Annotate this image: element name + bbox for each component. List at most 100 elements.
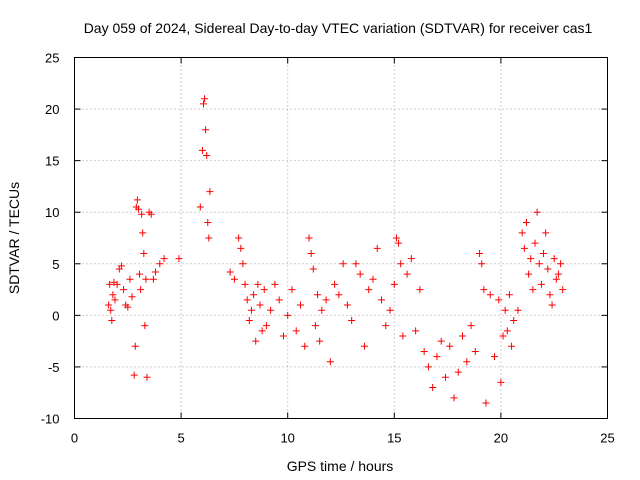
x-tick-label: 15 — [387, 431, 401, 446]
data-point — [540, 249, 548, 257]
data-point — [331, 280, 339, 288]
data-point — [230, 275, 238, 283]
data-point — [360, 342, 368, 350]
data-point — [486, 291, 494, 299]
data-point — [235, 234, 243, 242]
data-point — [226, 268, 234, 276]
data-point — [316, 337, 324, 345]
data-point — [491, 353, 499, 361]
data-point — [544, 265, 552, 273]
data-point — [256, 301, 264, 309]
data-point — [552, 275, 560, 283]
data-point — [463, 358, 471, 366]
data-point — [559, 286, 567, 294]
data-point — [326, 358, 334, 366]
data-point — [518, 229, 526, 237]
data-point — [134, 205, 142, 213]
data-point — [352, 260, 360, 268]
data-point — [260, 286, 268, 294]
data-point — [546, 291, 554, 299]
data-point — [369, 275, 377, 283]
data-point — [275, 296, 283, 304]
data-point — [482, 399, 490, 407]
data-point — [495, 296, 503, 304]
y-tick-label: 10 — [45, 205, 59, 220]
data-point — [314, 291, 322, 299]
data-point — [339, 260, 347, 268]
data-point — [239, 260, 247, 268]
data-point — [437, 337, 445, 345]
data-point — [365, 286, 373, 294]
plot-frame — [74, 57, 608, 419]
data-point — [111, 296, 119, 304]
data-point — [537, 280, 545, 288]
data-point — [143, 373, 151, 381]
data-point — [175, 255, 183, 263]
data-point — [130, 371, 138, 379]
x-tick-label: 0 — [71, 431, 78, 446]
data-point — [128, 293, 136, 301]
data-point — [420, 347, 428, 355]
data-point — [416, 286, 424, 294]
x-tick-label: 10 — [280, 431, 294, 446]
data-point — [262, 322, 270, 330]
data-point — [245, 317, 253, 325]
data-points-layer — [105, 95, 567, 407]
data-point — [520, 244, 528, 252]
ticks-layer: 0 5 10 15 20 25 -10 -5 0 5 10 15 20 25 — [41, 51, 615, 446]
data-point — [499, 332, 507, 340]
data-point — [199, 100, 207, 108]
data-point — [505, 291, 513, 299]
y-tick-label: 0 — [52, 308, 59, 323]
data-point — [147, 210, 155, 218]
data-point — [204, 219, 212, 227]
data-point — [138, 210, 146, 218]
data-point — [133, 196, 141, 204]
data-point — [140, 249, 148, 257]
data-point — [525, 270, 533, 278]
data-point — [429, 384, 437, 392]
data-point — [386, 306, 394, 314]
data-point — [557, 260, 565, 268]
data-point — [279, 332, 287, 340]
data-point — [131, 342, 139, 350]
data-point — [348, 317, 356, 325]
data-point — [124, 303, 132, 311]
data-point — [107, 306, 115, 314]
data-point — [271, 280, 279, 288]
data-point — [510, 317, 518, 325]
data-point — [392, 234, 400, 242]
data-point — [382, 322, 390, 330]
data-point — [126, 275, 134, 283]
data-point — [252, 337, 260, 345]
data-point — [108, 317, 116, 325]
data-point — [288, 286, 296, 294]
data-point — [441, 373, 449, 381]
data-point — [292, 327, 300, 335]
data-point — [548, 301, 556, 309]
y-tick-label: 5 — [52, 257, 59, 272]
data-point — [535, 260, 543, 268]
data-point — [137, 286, 145, 294]
data-point — [241, 280, 249, 288]
data-point — [450, 394, 458, 402]
data-point — [141, 322, 149, 330]
data-point — [343, 301, 351, 309]
data-point — [201, 95, 209, 103]
data-point — [152, 268, 160, 276]
data-point — [407, 255, 415, 263]
data-point — [311, 322, 319, 330]
data-point — [206, 188, 214, 196]
data-point — [301, 342, 309, 350]
x-axis-title: GPS time / hours — [287, 458, 394, 474]
data-point — [531, 239, 539, 247]
data-point — [254, 280, 262, 288]
grid-layer — [74, 57, 608, 419]
data-point — [318, 306, 326, 314]
data-point — [149, 275, 157, 283]
data-point — [527, 255, 535, 263]
data-point — [142, 275, 150, 283]
data-point — [109, 291, 117, 299]
data-point — [399, 332, 407, 340]
data-point — [106, 280, 114, 288]
